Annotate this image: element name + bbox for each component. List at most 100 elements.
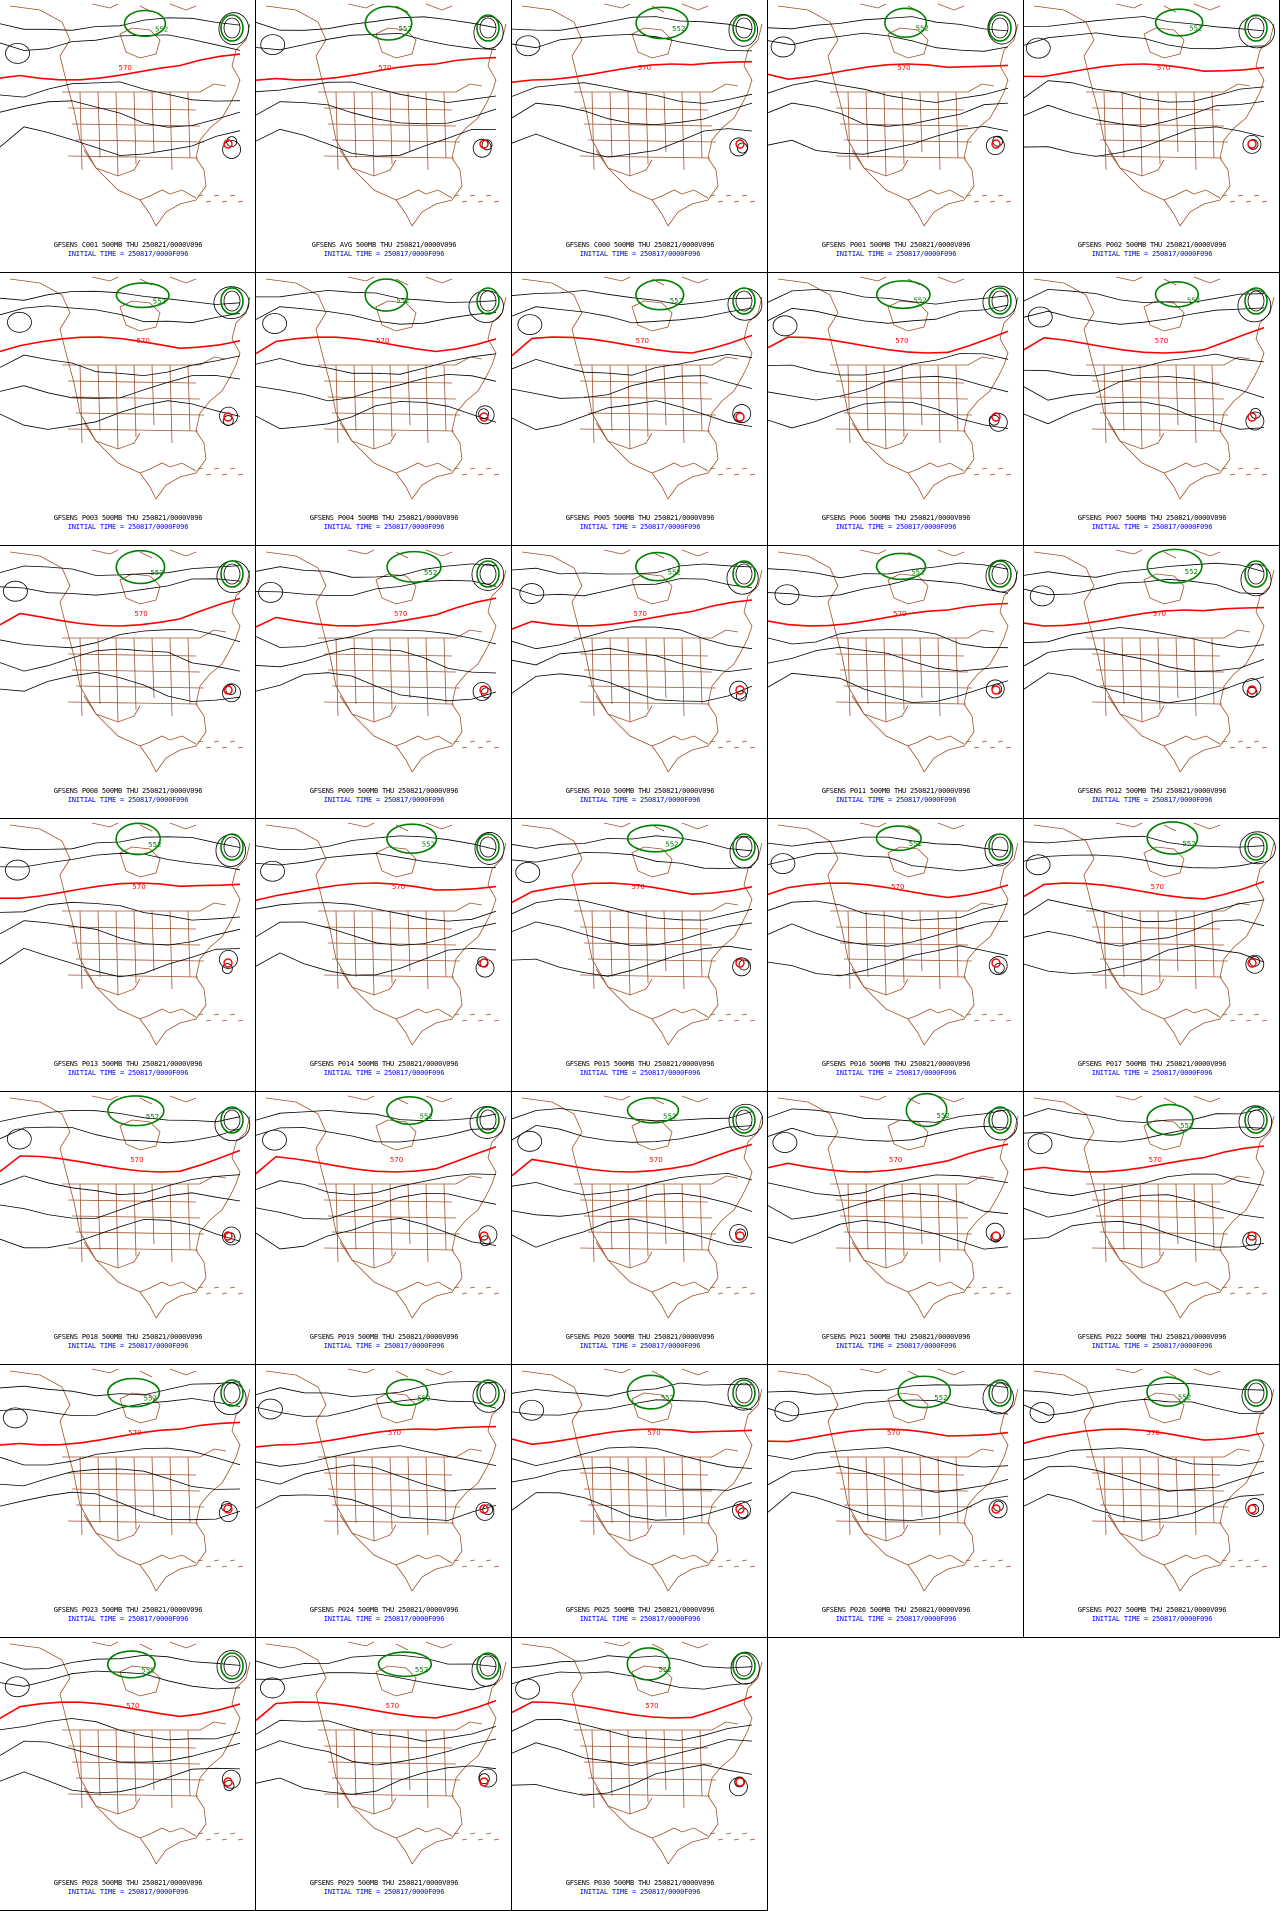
panel-title: GFSENS P014 500MB THU 250821/0000V096 [309,1060,459,1068]
height-contour-map: 552 570 [0,1641,251,1865]
height-contour-map: 552 570 [512,1368,763,1592]
panel-title: GFSENS P030 500MB THU 250821/0000V096 [565,1879,715,1887]
contour-570-label: 570 [887,1429,900,1437]
height-contours [256,16,504,158]
ensemble-panel: 552 570 GFSENS P002 500MB THU 250821/0000V… [1024,0,1280,273]
contour-552 [635,279,756,315]
ensemble-panel: 552 570 GFSENS P010 500MB THU 250821/0000V… [512,546,768,819]
political-borders [1033,1095,1275,1319]
panel-initial-time: INITIAL TIME = 250817/0000F096 [67,796,189,804]
political-borders [265,1095,507,1319]
height-contours [0,1381,247,1523]
contour-570-label: 570 [119,64,132,72]
contour-570-label: 570 [638,64,651,72]
political-borders [521,549,763,773]
height-contour-map: 552 570 [256,276,507,500]
storm-center-marker [735,1777,745,1787]
panel-initial-time: INITIAL TIME = 250817/0000F096 [1091,250,1213,258]
height-contour-map: 552 570 [0,1368,251,1592]
panel-title: GFSENS P015 500MB THU 250821/0000V096 [565,1060,715,1068]
contour-570-label: 570 [1157,64,1170,72]
contour-570-label: 570 [392,883,405,891]
height-contour-map: 552 570 [768,1092,1019,1319]
height-contours [768,285,1017,432]
panel-title: GFSENS P027 500MB THU 250821/0000V096 [1077,1606,1227,1614]
contour-570 [768,1428,1009,1443]
contour-570 [1024,880,1265,900]
contour-570-label: 570 [1149,1156,1162,1164]
contour-552 [626,1647,756,1681]
contour-570 [1024,1428,1265,1444]
ensemble-panel: 552 570 GFSENS P014 500MB THU 250821/0000V… [256,819,512,1092]
height-contours [768,11,1017,156]
political-borders [265,3,507,227]
contour-570-label: 570 [645,1702,658,1710]
contour-570 [512,1428,753,1446]
contour-570-label: 570 [891,883,904,891]
panel-initial-time: INITIAL TIME = 250817/0000F096 [579,1615,701,1623]
political-borders [1033,3,1275,227]
panel-title: GFSENS P013 500MB THU 250821/0000V096 [53,1060,203,1068]
contour-570 [512,334,753,357]
political-borders [521,1641,763,1865]
contour-552 [1146,821,1268,861]
contour-552-label: 552 [146,1113,159,1121]
contour-552-label: 552 [150,569,163,577]
storm-center-marker [991,1231,1001,1241]
height-contours [768,833,1014,977]
contour-570 [768,882,1009,899]
contour-552-label: 552 [153,297,166,305]
contour-570-label: 570 [388,1429,401,1437]
contour-570-label: 570 [126,1702,139,1710]
height-contour-map: 552 570 [0,1095,251,1319]
panel-title: GFSENS P020 500MB THU 250821/0000V096 [565,1333,715,1341]
contour-552-label: 552 [415,1666,428,1674]
political-borders [9,1368,251,1592]
contour-570-label: 570 [394,610,407,618]
contour-552 [897,1375,1012,1409]
panel-title: GFSENS P023 500MB THU 250821/0000V096 [53,1606,203,1614]
contour-552 [875,552,1012,588]
height-contour-map: 552 570 [512,1095,764,1319]
contour-552-label: 552 [419,1113,432,1121]
contour-570-label: 570 [1151,883,1164,891]
height-contour-map: 552 570 [1024,3,1275,227]
ensemble-panel: 552 570 GFSENS P016 500MB THU 250821/0000V… [768,819,1024,1092]
contour-552 [1146,548,1268,588]
panel-title: GFSENS C001 500MB THU 250821/0000V096 [53,241,203,249]
political-borders [521,3,763,227]
panel-initial-time: INITIAL TIME = 250817/0000F096 [579,796,701,804]
panel-title: GFSENS P024 500MB THU 250821/0000V096 [309,1606,459,1614]
storm-center-marker [223,1504,233,1514]
contour-552-label: 552 [1187,296,1200,304]
contour-570 [512,599,753,630]
storm-center-marker [991,1504,1001,1514]
panel-initial-time: INITIAL TIME = 250817/0000F096 [67,1888,189,1896]
ensemble-panel: 552 570 GFSENS P001 500MB THU 250821/0000V… [768,0,1024,273]
panel-title: GFSENS P022 500MB THU 250821/0000V096 [1077,1333,1227,1341]
contour-552 [1154,280,1268,315]
storm-center-marker [479,1231,489,1241]
panel-title: GFSENS AVG 500MB THU 250821/0000V096 [311,241,457,249]
contour-552-label: 552 [417,1394,430,1402]
storm-center-marker [223,1777,233,1787]
ensemble-panel: 552 570 GFSENS P020 500MB THU 250821/0000V… [512,1092,768,1365]
panel-title: GFSENS P026 500MB THU 250821/0000V096 [821,1606,971,1614]
contour-570 [256,336,497,355]
storm-center-marker [1247,139,1257,149]
height-contours [512,287,763,431]
height-contour-map: 552 570 [0,549,251,773]
panel-initial-time: INITIAL TIME = 250817/0000F096 [579,1342,701,1350]
ensemble-panel: 552 570 GFSENS P025 500MB THU 250821/0000V… [512,1365,768,1638]
panel-initial-time: INITIAL TIME = 250817/0000F096 [323,796,445,804]
contour-570 [256,1425,497,1448]
storm-center-marker [991,958,1001,968]
panel-initial-time: INITIAL TIME = 250817/0000F096 [67,1615,189,1623]
ensemble-panel: 552 570 GFSENS P017 500MB THU 250821/0000V… [1024,819,1280,1092]
height-contour-map: 552 570 [512,822,763,1046]
contour-570 [1024,606,1265,627]
contour-570-label: 570 [634,610,647,618]
contour-552-label: 552 [148,841,161,849]
ensemble-panel: 552 570 GFSENS C000 500MB THU 250821/0000V… [512,0,768,273]
panel-initial-time: INITIAL TIME = 250817/0000F096 [67,523,189,531]
